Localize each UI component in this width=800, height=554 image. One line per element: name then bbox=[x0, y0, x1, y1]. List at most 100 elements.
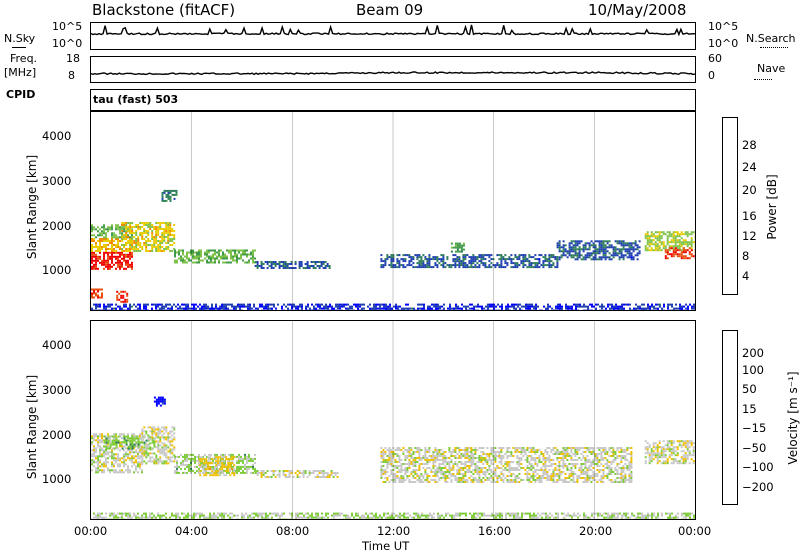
heatmap-cell bbox=[91, 443, 93, 446]
heatmap-cell bbox=[663, 305, 665, 308]
heatmap-cell bbox=[237, 305, 239, 308]
heatmap-cell bbox=[476, 471, 479, 473]
heatmap-cell bbox=[394, 449, 397, 451]
heatmap-cell bbox=[430, 455, 433, 457]
heatmap-cell bbox=[141, 226, 144, 228]
heatmap-cell bbox=[679, 305, 681, 308]
heatmap-cell bbox=[570, 459, 573, 461]
heatmap-cell bbox=[448, 457, 451, 459]
heatmap-cell bbox=[504, 262, 507, 265]
heatmap-cell bbox=[199, 458, 202, 461]
heatmap-cell bbox=[508, 479, 511, 481]
heatmap-cell bbox=[688, 247, 691, 250]
heatmap-cell bbox=[462, 264, 465, 267]
heatmap-cell bbox=[558, 467, 561, 469]
heatmap-cell bbox=[118, 292, 121, 295]
heatmap-cell bbox=[524, 451, 527, 453]
heatmap-cell bbox=[464, 481, 467, 483]
heatmap-cell bbox=[171, 438, 174, 441]
heatmap-cell bbox=[488, 256, 491, 259]
heatmap-cell bbox=[562, 248, 565, 251]
heatmap-cell bbox=[218, 253, 220, 256]
heatmap-cell bbox=[280, 265, 283, 267]
heatmap-cell bbox=[135, 232, 138, 234]
heatmap-cell bbox=[540, 469, 543, 471]
heatmap-cell bbox=[402, 479, 405, 481]
heatmap-cell bbox=[432, 256, 435, 259]
heatmap-cell bbox=[214, 253, 216, 256]
heatmap-cell bbox=[388, 459, 391, 461]
cpid-label: CPID bbox=[6, 88, 36, 101]
heatmap-cell bbox=[253, 305, 255, 308]
heatmap-cell bbox=[432, 467, 435, 469]
heatmap-cell bbox=[567, 307, 569, 310]
heatmap-cell bbox=[151, 430, 154, 433]
heatmap-cell bbox=[199, 464, 202, 467]
heatmap-cell bbox=[391, 307, 393, 310]
heatmap-cell bbox=[184, 457, 186, 460]
heatmap-cell bbox=[198, 261, 200, 264]
heatmap-cell bbox=[121, 461, 123, 464]
heatmap-cell bbox=[588, 248, 591, 251]
heatmap-cell bbox=[470, 453, 473, 455]
heatmap-cell bbox=[427, 307, 429, 310]
heatmap-cell bbox=[472, 457, 475, 459]
heatmap-cell bbox=[141, 234, 144, 236]
heatmap-cell bbox=[113, 465, 115, 468]
heatmap-cell bbox=[246, 249, 248, 252]
heatmap-cell bbox=[594, 475, 597, 477]
heatmap-cell bbox=[320, 470, 323, 472]
heatmap-cell bbox=[436, 457, 439, 459]
heatmap-cell bbox=[514, 449, 517, 451]
heatmap-cell bbox=[580, 463, 583, 465]
heatmap-cell bbox=[542, 256, 545, 259]
heatmap-cell bbox=[672, 255, 675, 258]
heatmap-cell bbox=[95, 236, 97, 239]
heatmap-cell bbox=[394, 479, 397, 481]
heatmap-cell bbox=[410, 471, 413, 473]
heatmap-cell bbox=[198, 469, 200, 472]
heatmap-cell bbox=[119, 435, 122, 438]
heatmap-cell bbox=[141, 428, 144, 431]
heatmap-cell bbox=[592, 242, 595, 245]
heatmap-cell bbox=[428, 449, 431, 451]
heatmap-cell bbox=[428, 467, 431, 469]
heatmap-cell bbox=[91, 257, 93, 260]
heatmap-cell bbox=[536, 262, 539, 265]
heatmap-cell bbox=[576, 447, 579, 449]
heatmap-cell bbox=[143, 448, 146, 451]
heatmap-cell bbox=[208, 471, 210, 474]
heatmap-cell bbox=[507, 307, 509, 310]
heatmap-cell bbox=[402, 469, 405, 471]
heatmap-cell bbox=[582, 473, 585, 475]
heatmap-cell bbox=[167, 222, 170, 224]
heatmap-cell bbox=[239, 303, 241, 306]
heatmap-cell bbox=[414, 447, 417, 449]
heatmap-cell bbox=[229, 468, 232, 471]
heatmap-cell bbox=[392, 451, 395, 453]
heatmap-cell bbox=[577, 305, 579, 308]
heatmap-cell bbox=[558, 240, 561, 243]
heatmap-cell bbox=[149, 452, 152, 455]
heatmap-cell bbox=[93, 465, 95, 468]
heatmap-cell bbox=[556, 258, 559, 261]
heatmap-cell bbox=[424, 258, 427, 261]
heatmap-cell bbox=[203, 458, 206, 461]
heatmap-cell bbox=[511, 305, 513, 308]
heatmap-cell bbox=[648, 239, 651, 242]
heatmap-cell bbox=[248, 467, 250, 470]
heatmap-cell bbox=[97, 226, 99, 229]
heatmap-cell bbox=[274, 476, 277, 478]
heatmap-cell bbox=[644, 247, 647, 250]
heatmap-cell bbox=[624, 242, 627, 245]
heatmap-cell bbox=[165, 426, 168, 429]
heatmap-cell bbox=[548, 254, 551, 257]
heatmap-cell bbox=[451, 307, 453, 310]
heatmap-cell bbox=[422, 260, 425, 263]
heatmap-cell bbox=[121, 433, 123, 436]
heatmap-cell bbox=[119, 228, 121, 231]
heatmap-cell bbox=[119, 246, 121, 248]
heatmap-cell bbox=[186, 253, 188, 256]
heatmap-cell bbox=[526, 471, 529, 473]
heatmap-cell bbox=[412, 475, 415, 477]
